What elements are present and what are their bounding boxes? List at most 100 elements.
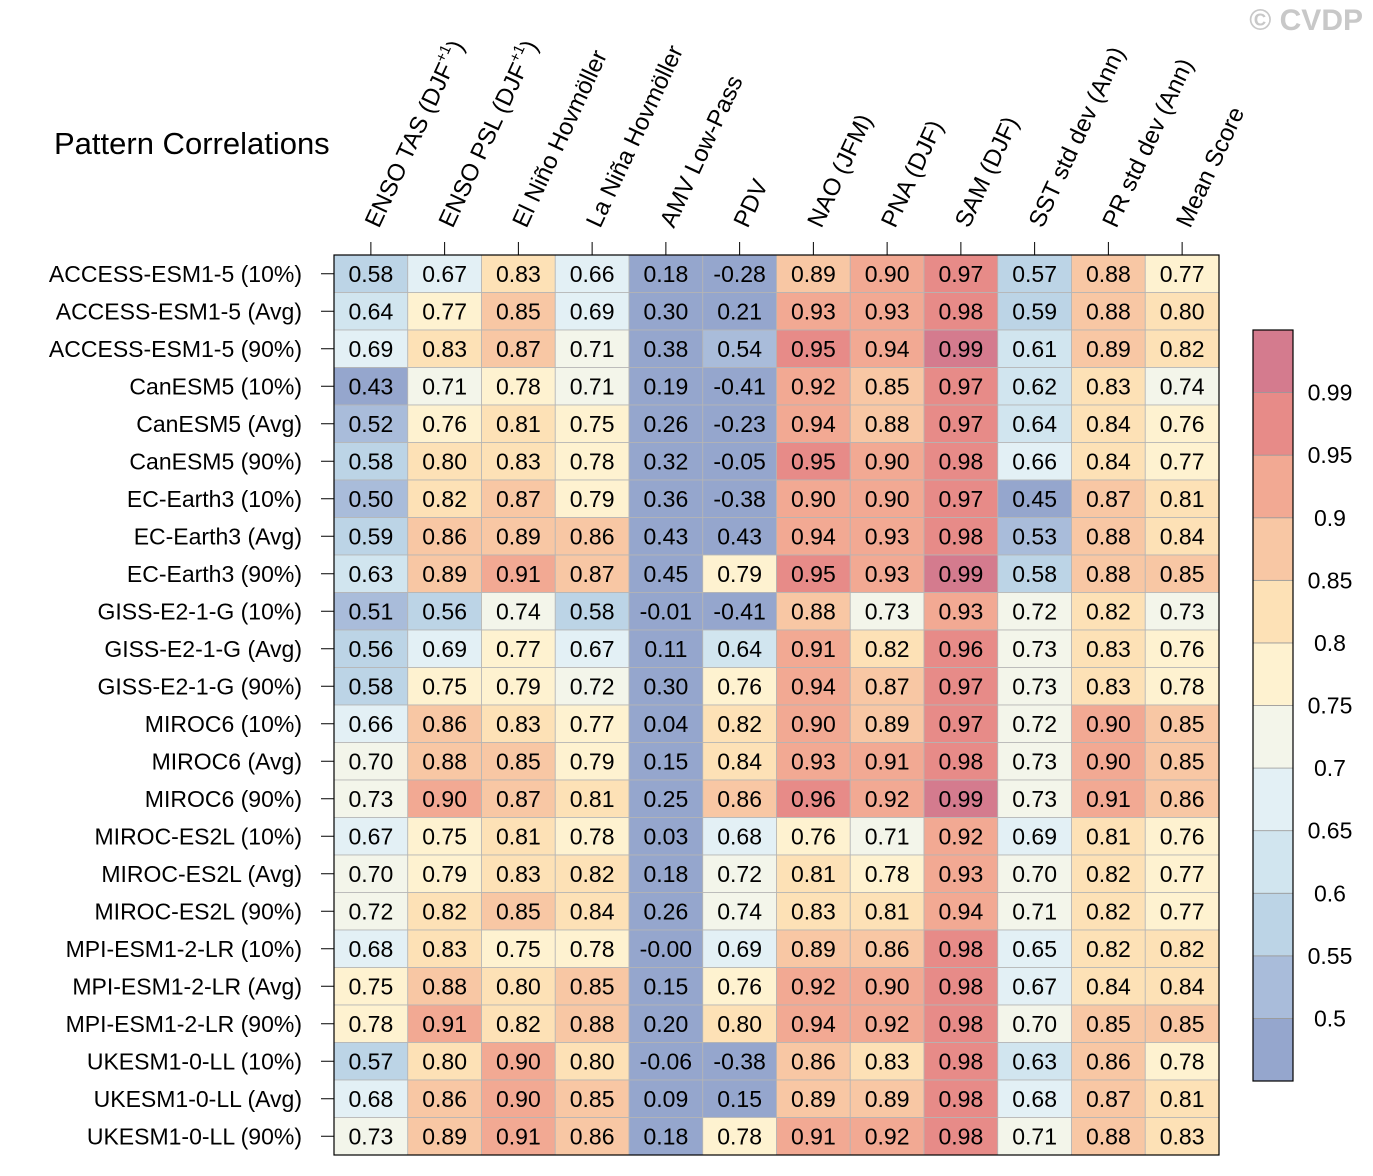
cell-value-label: 0.56 — [348, 636, 393, 662]
cell-value-label: 0.83 — [496, 448, 541, 474]
heatmap-cell — [849, 367, 925, 406]
cell-value-label: 0.74 — [496, 598, 541, 624]
heatmap-cell — [407, 554, 482, 593]
cell-value-label: 0.84 — [717, 748, 762, 774]
heatmap-cell — [407, 254, 482, 293]
heatmap-cell — [333, 704, 409, 743]
heatmap-cell — [1071, 1042, 1146, 1081]
heatmap-cell — [628, 367, 704, 406]
cell-value-label: 0.84 — [570, 898, 615, 924]
cell-value-label: 0.95 — [791, 561, 836, 587]
heatmap-cell — [628, 554, 704, 593]
cell-value-label: 0.80 — [422, 1048, 467, 1074]
heatmap-cell — [997, 292, 1072, 331]
heatmap-cell — [1071, 1117, 1146, 1156]
heatmap-cell — [849, 517, 925, 556]
heatmap-cell — [923, 479, 999, 518]
heatmap-cell — [554, 1117, 630, 1156]
cell-value-label: 0.99 — [938, 336, 983, 362]
cell-value-label: 0.20 — [643, 1011, 688, 1037]
row-label: MPI-ESM1-2-LR (90%) — [66, 1011, 302, 1037]
cell-value-label: 0.93 — [865, 298, 910, 324]
heatmap-cell — [923, 929, 999, 968]
cell-value-label: 0.26 — [643, 411, 688, 437]
heatmap-cell — [407, 1079, 482, 1118]
heatmap-cell — [997, 929, 1072, 968]
cell-value-label: 0.95 — [791, 448, 836, 474]
heatmap-cell — [628, 817, 704, 856]
cell-value-label: 0.92 — [791, 973, 836, 999]
heatmap-cell — [923, 779, 999, 818]
heatmap-cell — [554, 554, 630, 593]
colorbar-tick-label: 0.95 — [1308, 442, 1353, 468]
cell-value-label: -0.06 — [640, 1048, 692, 1074]
heatmap-cell — [333, 892, 409, 931]
cell-value-label: 0.86 — [717, 786, 762, 812]
heatmap-cell — [333, 479, 409, 518]
heatmap-cell — [628, 517, 704, 556]
cell-value-label: 0.86 — [570, 1123, 615, 1149]
cell-value-label: 0.91 — [496, 561, 541, 587]
cell-value-label: 0.21 — [717, 298, 762, 324]
cell-value-label: 0.93 — [938, 861, 983, 887]
cell-value-label: 0.73 — [1012, 673, 1057, 699]
heatmap-cell — [923, 592, 999, 631]
column-label-text: PNA (DJF) — [876, 116, 949, 231]
cell-value-label: 0.77 — [1160, 861, 1205, 887]
cell-value-label: 0.93 — [791, 748, 836, 774]
heatmap-cell — [997, 479, 1072, 518]
heatmap-cell — [407, 929, 482, 968]
heatmap-cell — [333, 1079, 409, 1118]
cell-value-label: 0.79 — [570, 486, 615, 512]
cell-value-label: 0.75 — [422, 823, 467, 849]
cell-value-label: 0.86 — [422, 1086, 467, 1112]
cell-value-label: 0.91 — [791, 636, 836, 662]
heatmap-cell — [776, 929, 851, 968]
cell-value-label: 0.63 — [348, 561, 393, 587]
heatmap-cell — [702, 367, 777, 406]
column-label-text: NAO (JFM) — [802, 110, 878, 231]
cell-value-label: 0.91 — [422, 1011, 467, 1037]
heatmap-cell — [997, 967, 1072, 1006]
heatmap-cell — [628, 442, 704, 481]
heatmap-cell — [407, 517, 482, 556]
colorbar-segment — [1252, 1018, 1294, 1082]
row-label: GISS-E2-1-G (Avg) — [104, 636, 302, 662]
cell-value-label: -0.00 — [640, 936, 692, 962]
heatmap-cell — [776, 367, 851, 406]
heatmap-cell — [333, 442, 409, 481]
cell-value-label: 0.03 — [643, 823, 688, 849]
heatmap-cell — [628, 404, 704, 443]
cell-value-label: 0.90 — [1086, 748, 1131, 774]
heatmap-cell — [333, 629, 409, 668]
cell-value-label: 0.76 — [791, 823, 836, 849]
heatmap-cell — [333, 854, 409, 893]
cell-value-label: 0.91 — [496, 1123, 541, 1149]
cell-value-label: 0.85 — [570, 973, 615, 999]
cell-value-label: 0.83 — [1160, 1123, 1205, 1149]
heatmap-cell — [1144, 479, 1220, 518]
cell-value-label: 0.90 — [865, 448, 910, 474]
heatmap-cell — [702, 892, 777, 931]
heatmap-cell — [849, 929, 925, 968]
cell-value-label: 0.15 — [643, 973, 688, 999]
heatmap-cell — [702, 779, 777, 818]
heatmap-cell — [702, 1079, 777, 1118]
cell-value-label: 0.99 — [938, 561, 983, 587]
heatmap-cell — [554, 779, 630, 818]
cell-value-label: 0.90 — [1086, 711, 1131, 737]
cell-value-label: 0.73 — [348, 1123, 393, 1149]
cell-value-label: 0.86 — [422, 523, 467, 549]
cell-value-label: 0.96 — [791, 786, 836, 812]
column-label-superscript: +1 — [506, 42, 529, 65]
cell-value-label: 0.88 — [1086, 298, 1131, 324]
cell-value-label: 0.75 — [348, 973, 393, 999]
row-labels: ACCESS-ESM1-5 (10%) ACCESS-ESM1-5 (Avg) AC… — [49, 261, 334, 1149]
heatmap-cell — [628, 854, 704, 893]
cell-value-label: 0.83 — [496, 711, 541, 737]
cell-value-label: 0.89 — [1086, 336, 1131, 362]
cell-value-label: 0.97 — [938, 373, 983, 399]
column-label-text: SAM (DJF) — [950, 113, 1025, 232]
heatmap-cell — [407, 779, 482, 818]
heatmap-cell — [923, 442, 999, 481]
